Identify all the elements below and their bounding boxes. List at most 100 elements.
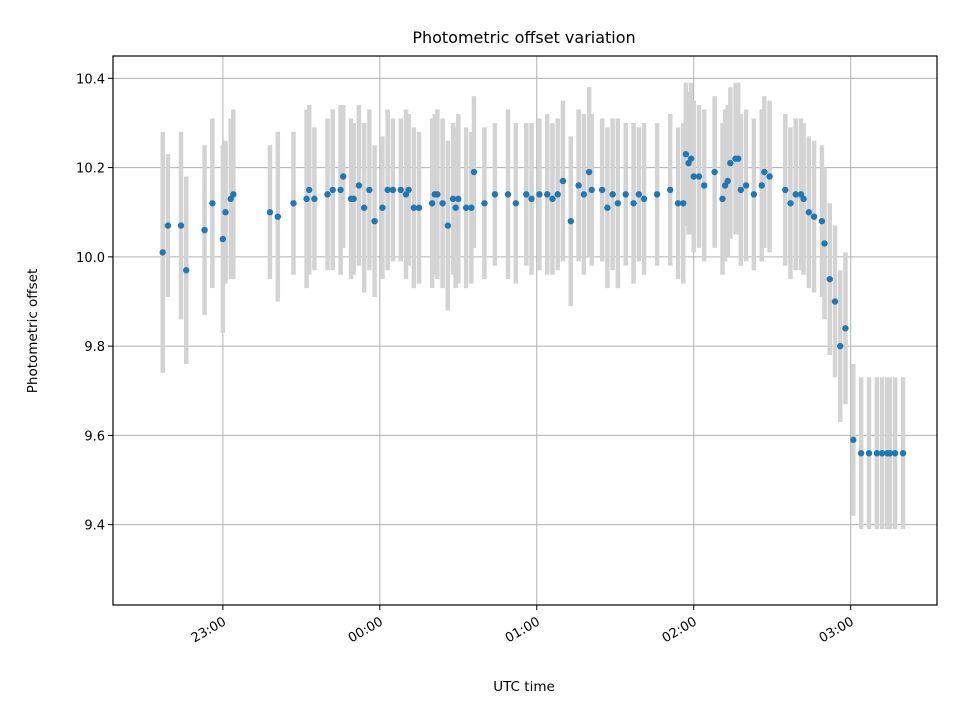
data-point: [622, 191, 629, 198]
data-point: [761, 168, 768, 176]
data-point: [598, 186, 606, 194]
data-point: [873, 450, 881, 457]
chart-title: Photometric offset variation: [412, 28, 635, 47]
y-tick-label: 10.0: [76, 251, 105, 266]
data-point: [468, 204, 475, 211]
data-point: [750, 191, 758, 198]
data-point: [230, 191, 237, 198]
data-point: [303, 195, 310, 203]
data-point: [842, 325, 849, 332]
data-point: [559, 177, 567, 185]
data-point: [428, 200, 436, 207]
data-point: [311, 195, 318, 203]
data-point: [687, 155, 695, 162]
data-point: [350, 195, 357, 203]
data-point: [674, 200, 682, 207]
y-axis-ticks: 9.4 9.6 9.8 10.0 10.2 10.4: [76, 72, 113, 534]
data-point: [818, 217, 826, 225]
data-point: [528, 195, 535, 203]
data-point: [397, 186, 404, 194]
x-tick-label: 23:00: [189, 614, 229, 646]
data-point: [690, 173, 697, 180]
x-tick-label: 00:00: [346, 614, 386, 646]
data-point: [695, 173, 703, 180]
data-point: [379, 204, 386, 211]
data-point: [792, 191, 799, 198]
data-point: [491, 191, 499, 198]
data-point: [588, 186, 595, 194]
data-point: [455, 195, 462, 203]
data-point: [850, 436, 857, 444]
data-point: [609, 191, 616, 198]
y-tick-label: 10.2: [76, 162, 105, 177]
x-tick-label: 03:00: [817, 614, 857, 646]
x-tick-label: 02:00: [660, 614, 700, 646]
data-point: [536, 191, 543, 198]
data-point: [410, 204, 418, 211]
data-point: [899, 450, 907, 457]
data-point: [727, 159, 734, 167]
data-point: [366, 186, 373, 194]
data-point: [554, 191, 561, 198]
data-point: [865, 450, 873, 457]
data-point: [653, 191, 661, 198]
data-point: [544, 191, 551, 198]
y-tick-label: 9.4: [84, 519, 105, 534]
data-point: [711, 168, 718, 176]
data-point: [209, 200, 216, 207]
data-point: [604, 204, 611, 211]
data-point: [805, 209, 813, 216]
data-point: [635, 191, 642, 198]
data-point: [580, 191, 588, 198]
data-point: [481, 200, 488, 207]
data-point: [831, 298, 839, 305]
data-point: [666, 186, 674, 194]
data-point: [886, 450, 894, 457]
x-tick-label: 01:00: [503, 614, 543, 646]
data-point: [575, 182, 582, 189]
data-point: [371, 217, 378, 225]
data-point: [719, 195, 726, 203]
data-point: [389, 186, 397, 194]
data-point: [452, 204, 459, 211]
data-point: [290, 200, 297, 207]
data-point: [585, 168, 593, 176]
data-point: [724, 177, 731, 185]
data-point: [857, 450, 865, 457]
data-point: [758, 182, 765, 189]
data-point: [810, 213, 818, 220]
data-point: [305, 186, 313, 194]
data-point: [737, 186, 745, 194]
data-point: [549, 195, 556, 203]
data-point: [891, 450, 899, 457]
data-point: [640, 195, 648, 203]
data-point: [462, 204, 470, 211]
data-point: [444, 222, 452, 229]
data-point: [339, 173, 347, 180]
data-point: [523, 191, 530, 198]
data-point: [766, 173, 773, 180]
data-point: [384, 186, 391, 194]
data-point: [787, 200, 794, 207]
data-point: [222, 209, 229, 216]
data-point: [405, 186, 412, 194]
data-point: [274, 213, 281, 220]
data-point: [177, 222, 185, 229]
data-point: [821, 240, 828, 247]
plot-frame: [112, 55, 938, 606]
data-point: [800, 195, 807, 203]
error-bars: [160, 82, 906, 530]
x-axis-ticks: 23:00 00:00 01:00 02:00 03:00: [189, 605, 857, 646]
data-point: [837, 342, 844, 350]
data-point: [682, 150, 690, 158]
data-point: [439, 200, 446, 207]
data-point: [183, 267, 190, 274]
data-point: [219, 235, 227, 243]
y-axis-label: Photometric offset: [25, 269, 41, 393]
data-point: [329, 186, 336, 194]
data-point: [826, 275, 833, 283]
data-point: [449, 195, 457, 203]
data-point: [878, 450, 886, 457]
y-tick-label: 9.6: [84, 429, 105, 444]
data-point: [470, 168, 478, 176]
